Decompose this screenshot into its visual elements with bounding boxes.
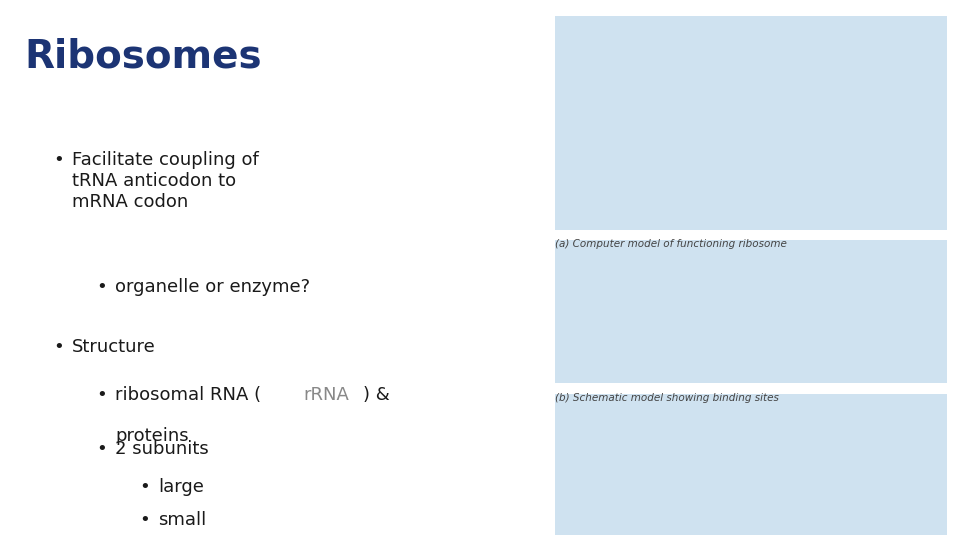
Text: ribosomal RNA (: ribosomal RNA (: [115, 386, 261, 404]
Text: •: •: [96, 386, 107, 404]
Text: (b) Schematic model showing binding sites: (b) Schematic model showing binding site…: [555, 393, 779, 403]
Text: 2 subunits: 2 subunits: [115, 440, 209, 458]
Text: rRNA: rRNA: [303, 386, 349, 404]
Text: •: •: [53, 338, 63, 355]
Text: (a) Computer model of functioning ribosome: (a) Computer model of functioning riboso…: [555, 239, 787, 249]
Text: Structure: Structure: [72, 338, 156, 355]
Text: large: large: [158, 478, 204, 496]
FancyBboxPatch shape: [555, 240, 947, 383]
FancyBboxPatch shape: [555, 16, 947, 230]
Text: proteins: proteins: [115, 427, 189, 444]
Text: •: •: [53, 151, 63, 169]
Text: Ribosomes: Ribosomes: [24, 38, 262, 76]
Text: organelle or enzyme?: organelle or enzyme?: [115, 278, 310, 296]
Text: •: •: [139, 511, 150, 529]
FancyBboxPatch shape: [555, 394, 947, 535]
Text: •: •: [96, 440, 107, 458]
Text: Facilitate coupling of
tRNA anticodon to
mRNA codon: Facilitate coupling of tRNA anticodon to…: [72, 151, 259, 211]
Text: small: small: [158, 511, 206, 529]
Text: •: •: [96, 278, 107, 296]
Text: •: •: [139, 478, 150, 496]
Text: ) &: ) &: [363, 386, 390, 404]
